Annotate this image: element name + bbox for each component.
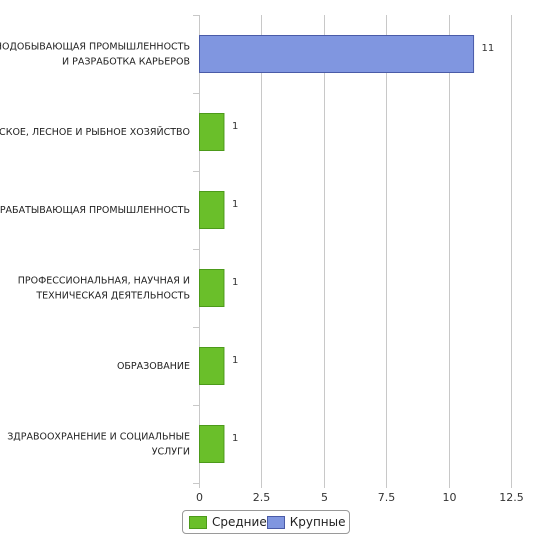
legend-label-large: Крупные (289, 515, 346, 529)
bar-5 (199, 425, 225, 463)
category-label-0: ГОРНОДОБЫВАЮЩАЯ ПРОМЫШЛЕННОСТЬ И РАЗРАБОТ… (0, 42, 190, 68)
data-label-0: 11 (482, 43, 495, 54)
legend-swatch-large (266, 515, 285, 529)
category-label-line: ТЕХНИЧЕСКАЯ ДЕЯТЕЛЬНОСТЬ (35, 291, 190, 302)
chart-legend: Средние Крупные (182, 510, 350, 534)
x-tick-label-4: 10 (443, 491, 457, 504)
data-label-5: 1 (232, 433, 238, 444)
category-label-1: СЕЛЬСКОЕ, ЛЕСНОЕ И РЫБНОЕ ХОЗЯЙСТВО (0, 126, 190, 138)
category-label-line: ПРОФЕССИОНАЛЬНАЯ, НАУЧНАЯ И (18, 276, 190, 287)
x-tick-label-0: 0 (196, 491, 203, 504)
category-label-line: ЗДРАВООХРАНЕНИЕ И СОЦИАЛЬНЫЕ (7, 432, 190, 443)
category-label-2: ОБРАБАТЫВАЮЩАЯ ПРОМЫШЛЕННОСТЬ (0, 205, 190, 216)
category-label-line: ОБРАБАТЫВАЮЩАЯ ПРОМЫШЛЕННОСТЬ (0, 205, 190, 216)
category-label-line: УСЛУГИ (152, 447, 190, 458)
bar-3 (199, 269, 225, 307)
x-tick-label-3: 7.5 (378, 491, 396, 504)
data-label-4: 1 (232, 355, 238, 366)
category-label-line: СЕЛЬСКОЕ, ЛЕСНОЕ И РЫБНОЕ ХОЗЯЙСТВО (0, 126, 190, 138)
bar-0 (199, 35, 475, 73)
data-label-2: 1 (232, 199, 238, 210)
bar-1 (199, 113, 225, 151)
category-label-4: ОБРАЗОВАНИЕ (117, 361, 190, 372)
data-label-1: 1 (232, 121, 238, 132)
category-label-line: ГОРНОДОБЫВАЮЩАЯ ПРОМЫШЛЕННОСТЬ (0, 42, 190, 53)
x-tick-label-1: 2.5 (253, 491, 271, 504)
legend-item-medium[interactable]: Средние (189, 515, 267, 529)
category-label-3: ПРОФЕССИОНАЛЬНАЯ, НАУЧНАЯ И ТЕХНИЧЕСКАЯ Д… (18, 276, 190, 302)
data-label-3: 1 (232, 277, 238, 288)
legend-swatch-medium (189, 515, 207, 529)
category-label-5: ЗДРАВООХРАНЕНИЕ И СОЦИАЛЬНЫЕ УСЛУГИ (7, 432, 190, 458)
category-label-line: ОБРАЗОВАНИЕ (117, 361, 190, 372)
x-tick-label-2: 5 (321, 491, 328, 504)
bar-2 (199, 191, 225, 229)
x-tick-label-5: 12.5 (499, 491, 524, 504)
legend-label-medium: Средние (212, 515, 267, 529)
category-label-line: И РАЗРАБОТКА КАРЬЕРОВ (62, 57, 190, 68)
legend-item-large[interactable]: Крупные (266, 515, 346, 529)
bar-4 (199, 347, 225, 385)
